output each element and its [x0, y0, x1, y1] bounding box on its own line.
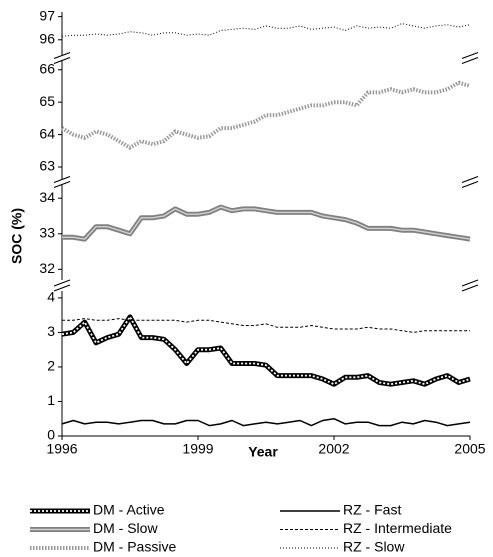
y-tick-label: 4 — [47, 289, 55, 305]
series-line — [61, 23, 471, 37]
legend-label: RZ - Intermediate — [343, 520, 452, 536]
y-tick-label: 96 — [39, 30, 55, 46]
axis-break — [53, 51, 71, 60]
y-axis-label: SOC (%) — [9, 208, 25, 264]
line-overlay — [61, 316, 471, 386]
y-tick-label: 66 — [39, 60, 55, 76]
legend-label: RZ - Slow — [343, 539, 405, 555]
legend-label: DM - Active — [93, 502, 165, 518]
x-axis-label: Year — [248, 444, 278, 460]
y-tick-label: 34 — [39, 189, 55, 205]
y-tick-label: 33 — [39, 224, 55, 240]
y-tick-label: 65 — [39, 93, 55, 109]
y-tick-label: 2 — [47, 358, 55, 374]
axis-break — [461, 284, 479, 292]
series-line — [61, 80, 471, 150]
y-tick-label: 1 — [47, 392, 55, 408]
legend-label: DM - Passive — [93, 539, 176, 555]
series-line — [62, 318, 470, 333]
series-line — [61, 417, 471, 427]
axis-break — [53, 175, 71, 184]
series-line — [62, 204, 471, 242]
axis-break — [461, 51, 479, 60]
axis-break — [461, 180, 479, 189]
x-tick-label: 2005 — [454, 441, 485, 457]
axis-break — [53, 56, 71, 65]
legend-label: DM - Slow — [93, 520, 158, 536]
axis-break — [461, 56, 479, 65]
axis-break — [53, 279, 71, 287]
y-tick-label: 97 — [39, 7, 55, 23]
y-tick-label: 63 — [39, 158, 55, 174]
x-tick-label: 1999 — [182, 441, 213, 457]
legend-label: RZ - Fast — [343, 502, 401, 518]
axis-break — [461, 279, 479, 287]
y-tick-label: 3 — [47, 323, 55, 339]
y-tick-label: 0 — [47, 427, 55, 443]
axis-break — [53, 180, 71, 189]
axis-break — [53, 284, 71, 292]
series-line — [61, 314, 471, 387]
axis-break — [461, 175, 479, 184]
x-tick-label: 1996 — [46, 441, 77, 457]
y-tick-label: 64 — [39, 125, 55, 141]
line-overlay — [62, 206, 471, 240]
x-tick-label: 2002 — [318, 441, 349, 457]
y-tick-label: 32 — [39, 260, 55, 276]
